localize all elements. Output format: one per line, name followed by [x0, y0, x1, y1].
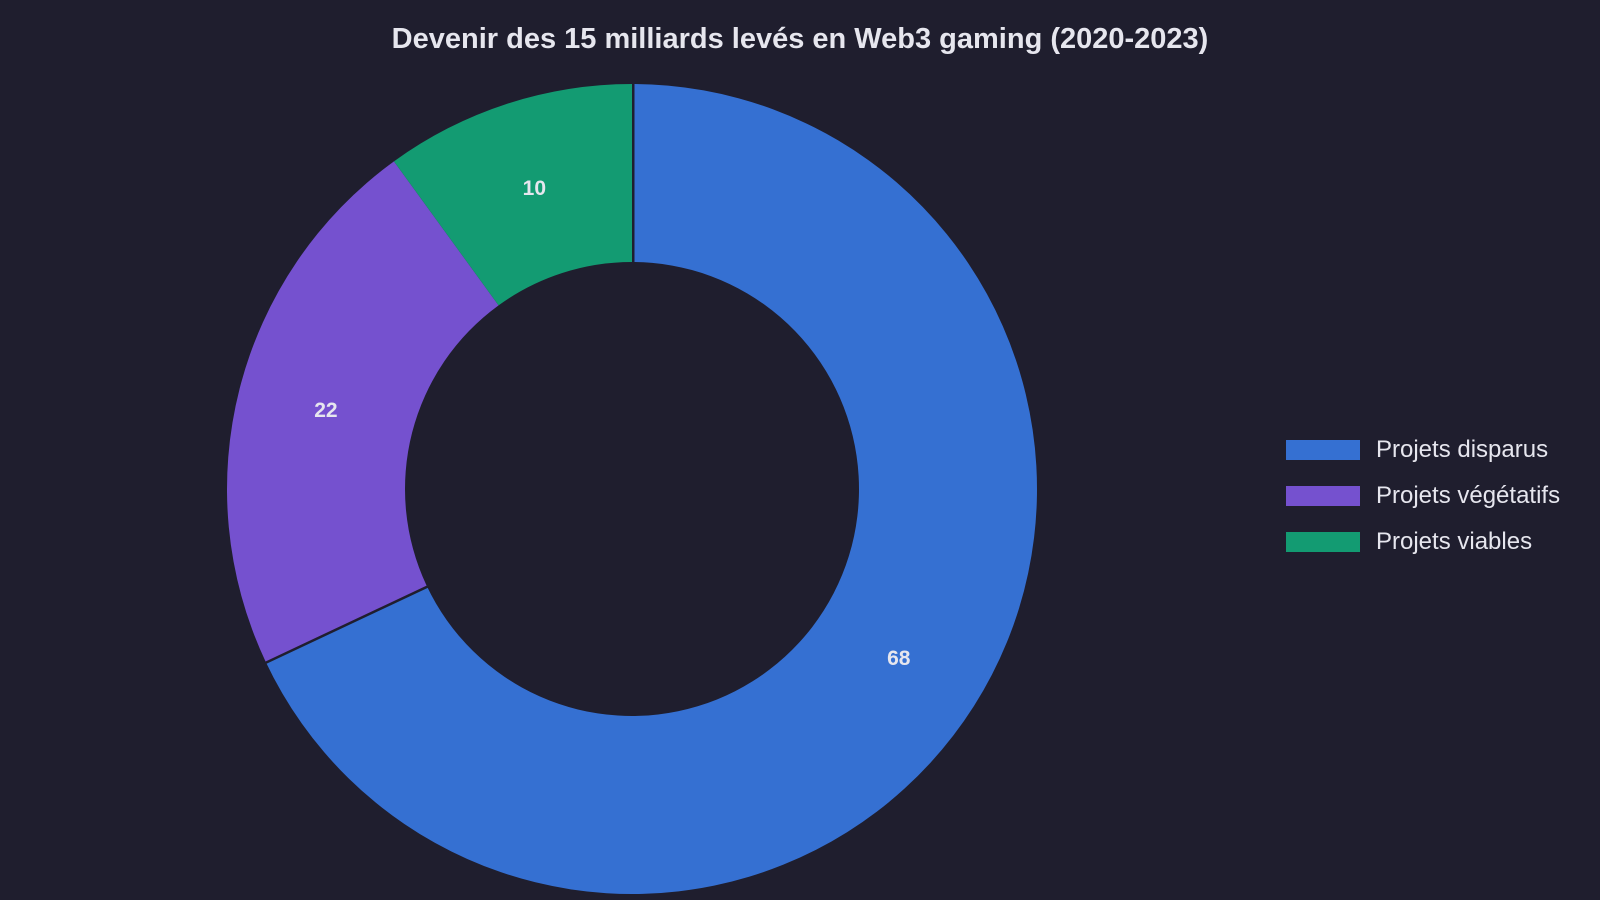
legend-label: Projets végétatifs	[1376, 482, 1561, 509]
chart-title: Devenir des 15 milliards levés en Web3 g…	[391, 23, 1209, 55]
legend-item: Projets viables	[1286, 519, 1560, 565]
legend: Projets disparus Projets végétatifs Projet…	[1286, 427, 1560, 565]
legend-label: Projets disparus	[1376, 436, 1549, 463]
slice-data-label: 22	[314, 399, 337, 422]
slice-data-label: 68	[887, 647, 911, 670]
donut-slice-3	[393, 84, 632, 306]
donut-slice-1	[265, 84, 1038, 895]
slice-data-label: 10	[523, 177, 546, 200]
legend-swatch	[1286, 532, 1360, 552]
legend-label: Projets viables	[1376, 528, 1533, 555]
legend-item: Projets végétatifs	[1286, 473, 1560, 519]
legend-swatch	[1286, 486, 1360, 506]
legend-item: Projets disparus	[1286, 427, 1560, 473]
legend-swatch	[1286, 440, 1360, 460]
donut-slice-2	[227, 161, 499, 662]
